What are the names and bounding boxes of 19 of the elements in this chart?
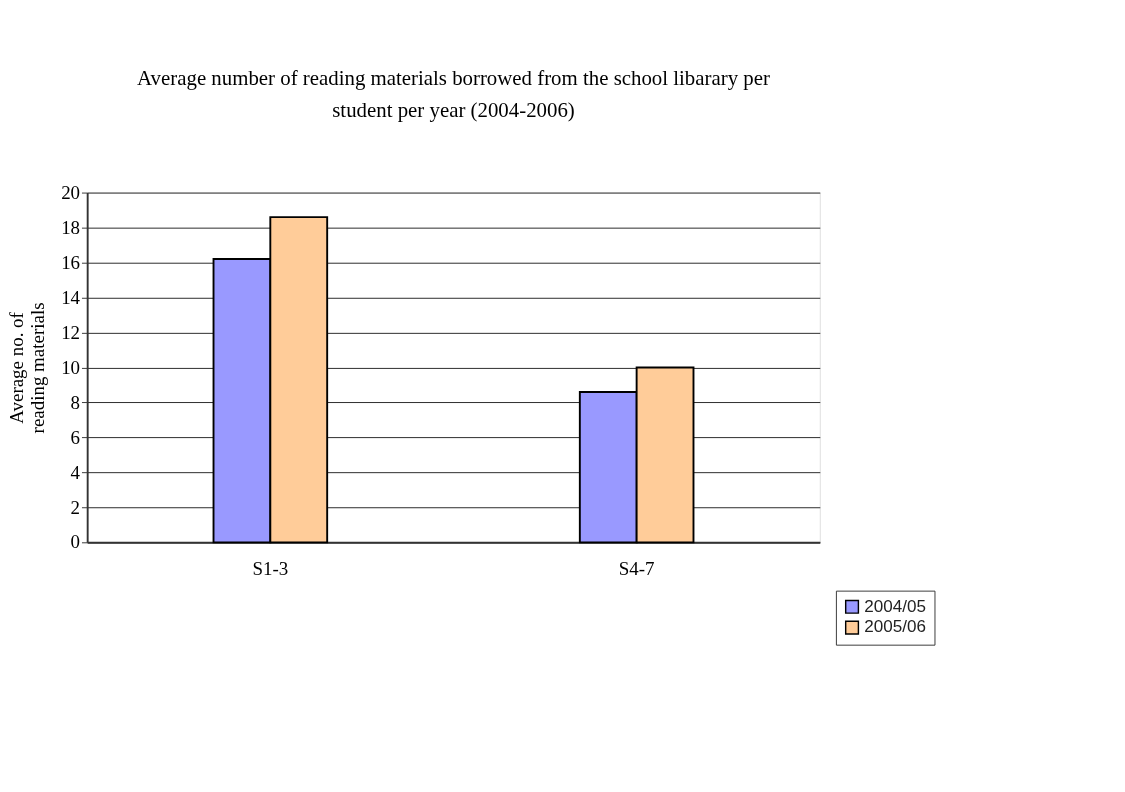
y-tick-label: 6: [70, 426, 81, 448]
y-tick-label: 0: [70, 531, 81, 553]
text: Average number of reading materials borrowed from the school libarary per: [137, 65, 770, 90]
x-tick-label: S1-3: [252, 558, 289, 580]
legend-label: 2004/05: [864, 596, 926, 616]
text: reading materials: [27, 302, 49, 434]
y-tick-label: 2: [70, 496, 81, 518]
y-tick-label: 10: [61, 356, 81, 378]
y-tick-label: 4: [70, 461, 81, 483]
y-tick-label: 12: [61, 321, 81, 343]
y-tick-label: 8: [70, 391, 81, 413]
text: student per year (2004-2006): [332, 97, 575, 122]
y-tick-label: 14: [61, 286, 81, 308]
x-tick-label: S4-7: [618, 558, 655, 580]
y-tick-label: 18: [61, 216, 81, 238]
text: Average no. of: [6, 312, 28, 424]
y-tick-label: 16: [61, 251, 81, 273]
y-tick-label: 20: [61, 181, 81, 203]
legend-label: 2005/06: [864, 617, 926, 637]
